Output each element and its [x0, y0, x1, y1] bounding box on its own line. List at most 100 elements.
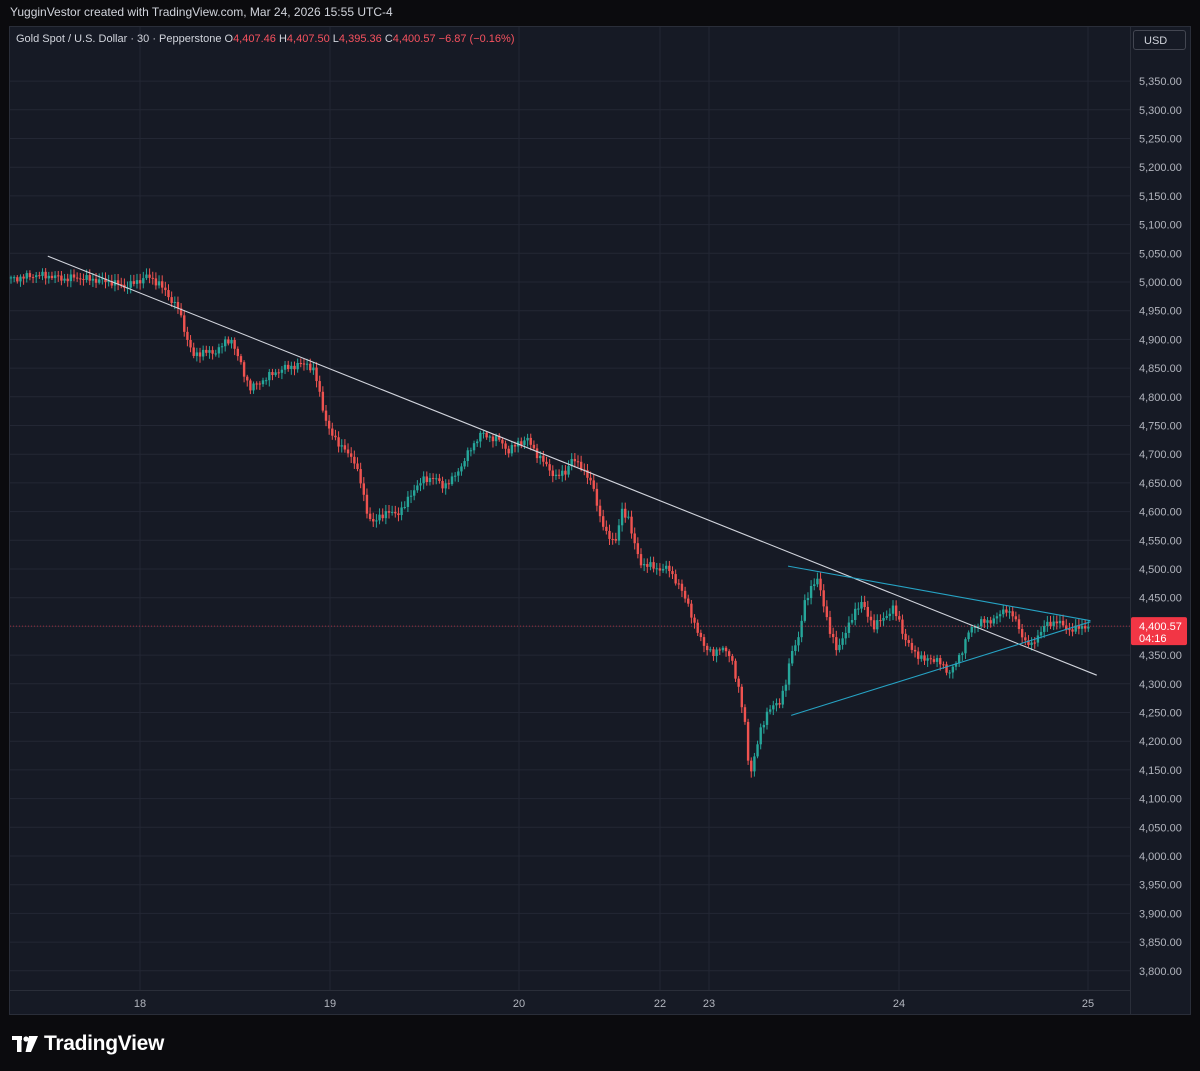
- candle-body: [535, 448, 539, 459]
- candle-body: [554, 474, 558, 477]
- candle-body: [630, 516, 633, 534]
- y-tick-label: 4,200.00: [1139, 736, 1182, 748]
- candle: [746, 718, 750, 765]
- candle: [894, 600, 898, 621]
- candle: [872, 614, 876, 633]
- candle: [195, 347, 199, 362]
- y-tick-label: 4,800.00: [1139, 392, 1182, 404]
- candle-body: [283, 364, 287, 370]
- candle-body: [608, 530, 611, 539]
- candle-body: [230, 340, 233, 344]
- candle-body: [781, 690, 784, 705]
- y-tick-label: 5,250.00: [1139, 134, 1182, 146]
- candle: [765, 707, 769, 730]
- x-tick-label: 25: [1082, 998, 1094, 1010]
- candle-body: [680, 583, 684, 591]
- candle: [340, 439, 343, 453]
- candle-body: [731, 656, 734, 661]
- candle: [296, 358, 299, 373]
- candle: [318, 375, 321, 397]
- candle: [438, 473, 441, 484]
- candle: [28, 270, 32, 281]
- candle-body: [803, 600, 806, 621]
- candle-body: [88, 275, 91, 281]
- candle-body: [387, 511, 391, 513]
- candle-body: [327, 420, 331, 429]
- candle-body: [759, 727, 762, 745]
- candle-body: [1077, 625, 1081, 629]
- y-tick-label: 4,700.00: [1139, 449, 1182, 461]
- candle-body: [718, 649, 721, 651]
- candle: [154, 272, 158, 290]
- candle-body: [236, 348, 239, 357]
- candle-body: [557, 474, 561, 476]
- candle: [1024, 632, 1027, 646]
- candle-body: [129, 281, 132, 288]
- candle-body: [674, 574, 677, 584]
- candle: [390, 505, 394, 516]
- footer: [0, 1018, 1200, 1071]
- candle: [860, 595, 863, 613]
- close-label: C: [384, 33, 393, 45]
- candle-body: [258, 383, 262, 385]
- candle: [403, 501, 406, 510]
- candle-body: [211, 350, 214, 354]
- candle-body: [976, 626, 980, 628]
- candle: [992, 614, 995, 627]
- candle: [598, 499, 602, 523]
- candle-body: [224, 339, 227, 347]
- y-tick-label: 4,900.00: [1139, 334, 1182, 346]
- candle-body: [305, 363, 309, 365]
- candle-body: [132, 281, 136, 284]
- candle: [772, 700, 775, 716]
- candle: [472, 440, 476, 454]
- tradingview-logo[interactable]: TradingView: [12, 1032, 164, 1056]
- candle: [227, 336, 230, 346]
- candle: [271, 368, 274, 381]
- candle-body: [331, 428, 334, 436]
- brand-name: TradingView: [44, 1032, 165, 1055]
- candle: [1002, 605, 1005, 618]
- candle-body: [239, 356, 243, 363]
- candle: [324, 404, 328, 427]
- candle-body: [1083, 625, 1087, 629]
- candle-body: [923, 655, 926, 661]
- candle: [368, 507, 372, 522]
- candle-body: [850, 619, 854, 623]
- candle-body: [293, 365, 296, 370]
- currency-button[interactable]: USD: [1133, 30, 1186, 50]
- x-tick-label: 20: [513, 998, 525, 1010]
- candle-body: [901, 619, 904, 634]
- candle: [920, 651, 923, 662]
- candle-body: [390, 511, 394, 513]
- candle-body: [453, 475, 457, 477]
- candle-body: [501, 439, 504, 444]
- candle-body: [38, 275, 41, 277]
- candle-body: [964, 639, 967, 654]
- candle: [605, 520, 608, 535]
- candle-body: [170, 297, 173, 303]
- candle: [331, 422, 334, 440]
- candle: [583, 463, 586, 476]
- candle-body: [441, 480, 444, 489]
- low-label: L: [332, 33, 339, 45]
- candle: [768, 705, 772, 715]
- candle: [50, 271, 54, 281]
- candle-body: [302, 363, 306, 365]
- candle: [375, 514, 378, 528]
- candle: [784, 679, 788, 697]
- candle-body: [1002, 609, 1005, 615]
- candle-body: [47, 275, 50, 279]
- candle-body: [806, 598, 810, 601]
- candle-body: [687, 598, 690, 604]
- y-tick-label: 4,300.00: [1139, 679, 1182, 691]
- candle: [476, 439, 479, 447]
- candle: [907, 635, 910, 647]
- candle-body: [746, 721, 750, 761]
- change-value: −6.87 (−0.16%): [438, 33, 515, 45]
- candle: [721, 645, 725, 653]
- candle-body: [264, 380, 268, 382]
- candle-body: [154, 278, 158, 286]
- candle-body: [605, 526, 608, 531]
